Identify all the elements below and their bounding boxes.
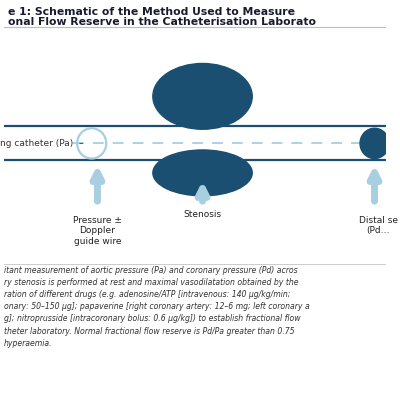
Text: Stenosis: Stenosis — [184, 210, 222, 219]
Text: itant measurement of aortic pressure (Pa) and coronary pressure (Pd) acros
ry st: itant measurement of aortic pressure (Pa… — [4, 266, 310, 348]
Ellipse shape — [153, 64, 252, 129]
Text: ng catheter (Pa)  –: ng catheter (Pa) – — [0, 139, 84, 148]
Text: onal Flow Reserve in the Catheterisation Laborato: onal Flow Reserve in the Catheterisation… — [8, 18, 316, 28]
Ellipse shape — [153, 150, 252, 196]
Text: Pressure ±
Doppler
guide wire: Pressure ± Doppler guide wire — [73, 216, 122, 246]
Text: Distal se
(Pd…: Distal se (Pd… — [359, 216, 398, 235]
Text: e 1: Schematic of the Method Used to Measure: e 1: Schematic of the Method Used to Mea… — [8, 7, 295, 17]
Circle shape — [360, 128, 389, 158]
